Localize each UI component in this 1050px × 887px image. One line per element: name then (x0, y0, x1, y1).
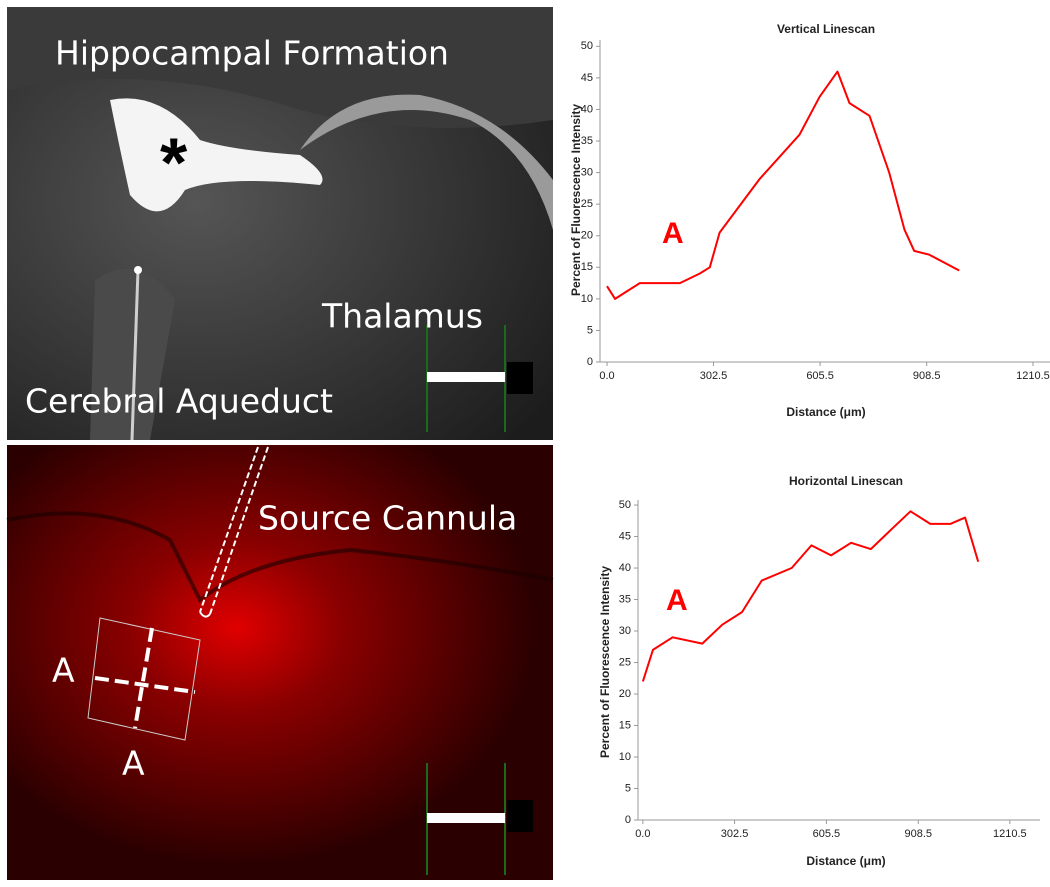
chart-title: Horizontal Linescan (789, 474, 903, 488)
y-tick-label: 15 (581, 261, 593, 273)
gray-image: Hippocampal Formation * Thalamus Cerebra… (7, 7, 553, 441)
y-tick-label: 30 (581, 166, 593, 178)
x-axis-label: Distance (μm) (786, 405, 865, 419)
x-tick-label: 0.0 (635, 828, 650, 840)
x-tick-label: 302.5 (700, 370, 728, 382)
x-tick-label: 1210.5 (1016, 370, 1050, 382)
x-tick-label: 908.5 (913, 370, 941, 382)
y-axis-label: Percent of Fluorescence Intensity (598, 566, 612, 758)
y-tick-label: 20 (619, 688, 631, 700)
data-line (606, 70, 960, 300)
y-tick-label: 0 (625, 814, 631, 826)
y-tick-label: 35 (581, 135, 593, 147)
x-axis-label: Distance (μm) (806, 854, 885, 868)
y-tick-label: 40 (581, 103, 593, 115)
x-tick-label: 605.5 (813, 828, 841, 840)
y-tick-label: 50 (581, 40, 593, 52)
x-tick-label: 908.5 (905, 828, 933, 840)
annotation: A (666, 584, 688, 617)
image-label: Hippocampal Formation (55, 34, 449, 73)
annotation: A (662, 217, 684, 250)
image-label: Cerebral Aqueduct (25, 382, 333, 421)
data-line (641, 510, 980, 682)
image-label: Thalamus (321, 297, 483, 336)
y-tick-label: 15 (619, 719, 631, 731)
y-tick-label: 10 (619, 751, 631, 763)
x-tick-label: 1210.5 (993, 828, 1027, 840)
image-label: A (52, 651, 75, 690)
y-axis-label: Percent of Fluorescence Intensity (569, 104, 583, 296)
y-tick-label: 0 (587, 356, 593, 368)
x-tick-label: 0.0 (599, 370, 614, 382)
y-tick-label: 30 (619, 625, 631, 637)
y-tick-label: 45 (581, 72, 593, 84)
y-tick-label: 25 (619, 656, 631, 668)
image-label: * (160, 123, 188, 201)
y-tick-label: 35 (619, 593, 631, 605)
chart-title: Vertical Linescan (777, 22, 875, 36)
y-tick-label: 5 (587, 324, 593, 336)
y-tick-label: 40 (619, 562, 631, 574)
x-tick-label: 302.5 (721, 828, 749, 840)
x-tick-label: 605.5 (806, 370, 834, 382)
y-tick-label: 20 (581, 230, 593, 242)
y-tick-label: 5 (625, 782, 631, 794)
y-tick-label: 45 (619, 530, 631, 542)
y-tick-label: 10 (581, 293, 593, 305)
y-tick-label: 50 (619, 499, 631, 511)
y-tick-label: 25 (581, 198, 593, 210)
image-label: Source Cannula (258, 499, 517, 538)
image-label: A (122, 744, 145, 783)
red-image: Source Cannula A A (6, 445, 554, 880)
